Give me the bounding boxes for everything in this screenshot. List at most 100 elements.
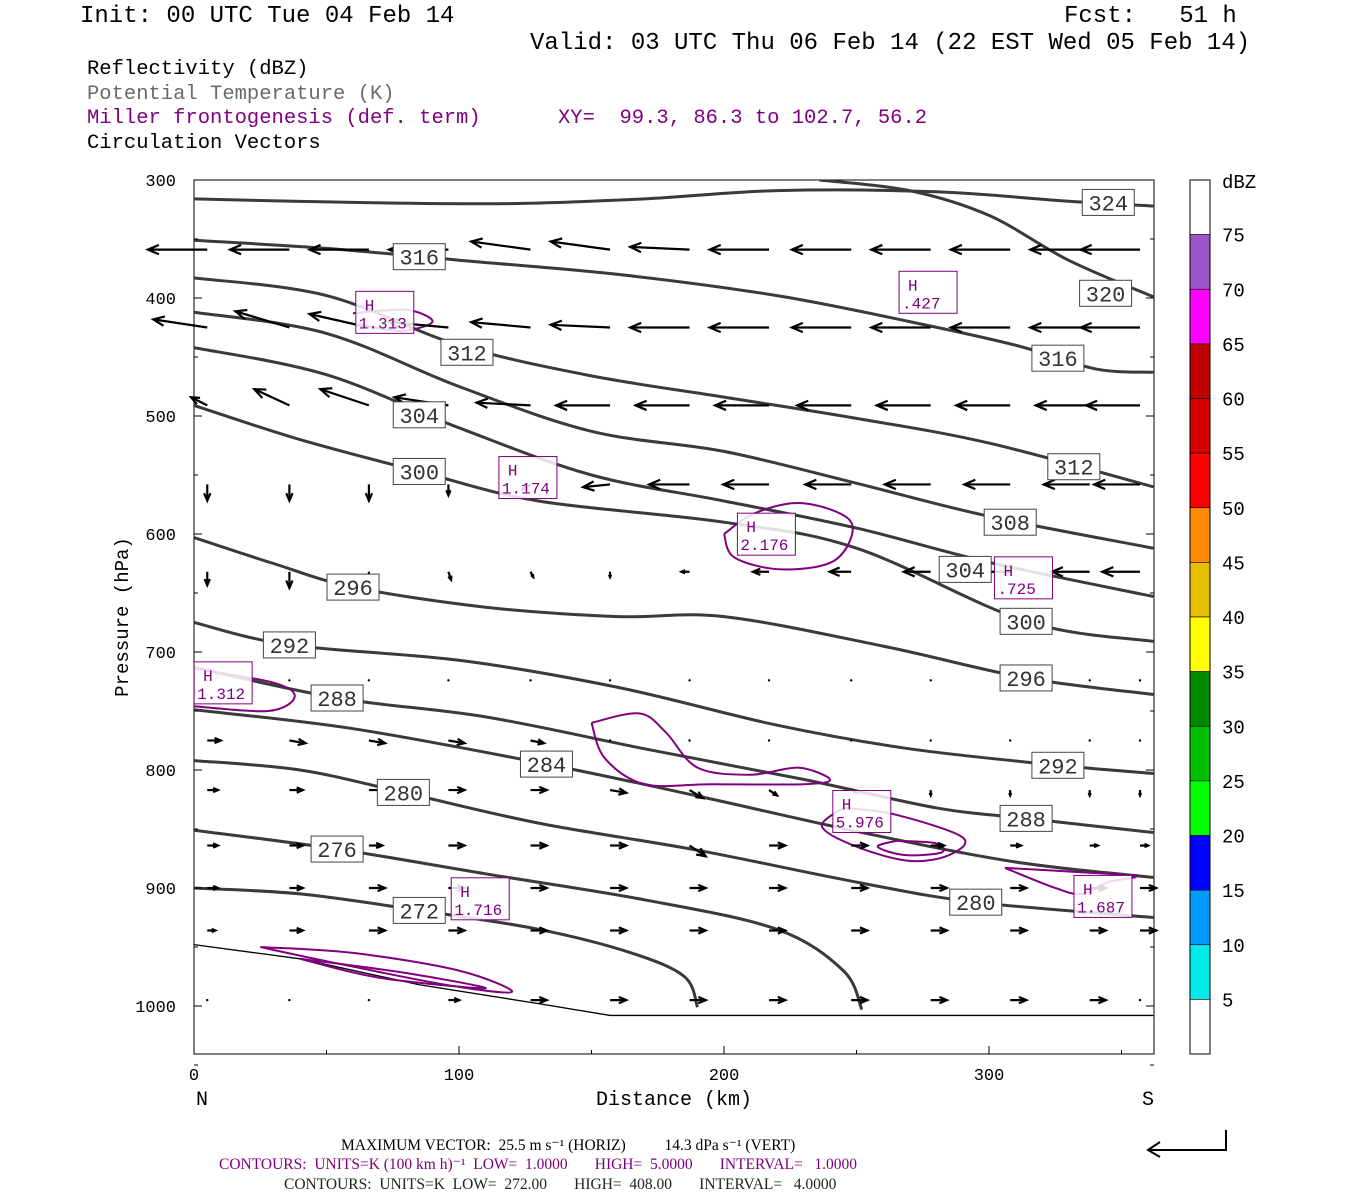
contour-label-box (392, 243, 446, 271)
y-axis-label: Pressure (hPa) (112, 537, 134, 697)
high-marker: H (746, 519, 756, 537)
contour-label: 296 (333, 577, 373, 602)
vector-arrow (1088, 679, 1091, 682)
vector-arrow (610, 883, 630, 893)
vector-arrow (769, 926, 789, 935)
vector-arrow (317, 387, 370, 407)
vector-arrow (203, 571, 211, 589)
vector-arrow (448, 737, 468, 747)
contour-label-box (1031, 751, 1085, 779)
valid-time: Valid: 03 UTC Thu 06 Feb 14 (22 EST Wed … (530, 30, 1251, 57)
vector-arrow (930, 995, 950, 1005)
colorbar-label: 15 (1222, 881, 1245, 903)
vector-arrow (947, 321, 1011, 334)
colorbar-swatch (1189, 835, 1211, 891)
vector-arrow (769, 841, 789, 850)
colorbar-swatch (1189, 725, 1211, 782)
colorbar-label: 50 (1222, 499, 1245, 521)
vector-arrow (530, 995, 550, 1005)
vector-arrow (150, 315, 208, 329)
contour-label-box (262, 631, 316, 659)
high-marker: H (842, 796, 852, 814)
contour-label-box (1079, 279, 1133, 307)
high-value: 1.174 (502, 481, 550, 499)
vector-arrow (929, 679, 932, 682)
vector-arrow (930, 883, 950, 893)
colorbar: dBZ 75 70 65 60 55 50 45 40 35 30 25 20 15 10 5 (1189, 172, 1256, 1055)
vector-arrow (207, 927, 219, 934)
vector-arrow (1138, 739, 1142, 742)
contour-label-box (1047, 453, 1101, 481)
vector-arrow (769, 883, 789, 893)
vector-arrow (447, 571, 453, 583)
contour-label-box (949, 888, 1003, 916)
colorbar-label: 35 (1222, 663, 1245, 685)
vector-arrow (227, 243, 290, 256)
contour-label: 316 (399, 247, 439, 272)
contour-label: 280 (384, 782, 424, 807)
vector-arrow (627, 241, 690, 254)
vector-arrow (1137, 790, 1143, 799)
colorbar-swatch (1189, 562, 1211, 618)
vector-arrow (1010, 883, 1030, 893)
colorbar-swatch (1189, 616, 1211, 672)
high-marker: H (460, 884, 470, 902)
vector-arrow (468, 237, 531, 251)
vector-arrow (607, 571, 613, 580)
vector-arrow (447, 679, 450, 682)
contour-label: 296 (1006, 668, 1046, 693)
cross-section-coordinates: XY= 99.3, 86.3 to 102.7, 56.2 (558, 107, 928, 130)
high-label-box (355, 290, 415, 334)
colorbar-title: dBZ (1222, 172, 1256, 194)
init-time: Init: 00 UTC Tue 04 Feb 14 (80, 3, 455, 30)
vector-arrow (720, 478, 770, 491)
frontogenesis-contour (723, 502, 854, 571)
vector-arrow (368, 926, 388, 935)
colorbar-swatch (1189, 507, 1211, 563)
x-tick-label: 0 (189, 1067, 199, 1086)
vector-arrow (285, 571, 294, 591)
vector-arrow (610, 995, 630, 1005)
vector-arrow (851, 995, 871, 1005)
vector-arrow (1089, 926, 1109, 935)
contour-label-box (376, 778, 430, 806)
vector-arrow (1040, 478, 1090, 491)
contour-label: 284 (527, 754, 567, 779)
contour-label: 300 (1006, 611, 1046, 636)
colorbar-label: 25 (1222, 772, 1245, 794)
colorbar-label: 30 (1222, 717, 1245, 739)
vector-arrow (678, 569, 690, 575)
high-marker: H (1083, 881, 1093, 899)
vector-arrow (547, 319, 611, 331)
contour-label: 288 (317, 688, 357, 713)
contour-label: 304 (945, 559, 985, 584)
vector-arrow (688, 739, 691, 742)
high-value: 2.176 (740, 537, 788, 555)
vector-arrow (689, 995, 709, 1005)
high-label-box (450, 877, 510, 921)
contour-label: 312 (1054, 457, 1094, 482)
contour-label: 324 (1088, 192, 1128, 217)
theta-contour-292 (194, 621, 1154, 775)
contour-labels: 3243203163163123123083043043003002962962… (262, 188, 1135, 925)
vector-arrow (207, 786, 221, 794)
colorbar-swatch (1189, 234, 1211, 290)
high-value: .725 (997, 581, 1035, 599)
vector-arrow (609, 787, 630, 796)
high-marker: H (365, 297, 375, 315)
contour-label-box (519, 750, 573, 778)
high-label-box (193, 661, 253, 705)
y-tick-label: 500 (145, 409, 176, 428)
vector-arrow (961, 478, 1011, 491)
vector-arrow (868, 321, 931, 334)
high-value: .427 (902, 295, 940, 313)
vector-arrow (1009, 739, 1012, 742)
contour-label-box (392, 401, 446, 429)
vector-arrow (608, 739, 612, 742)
x-tick-label: 100 (444, 1067, 475, 1086)
contour-label: 292 (1038, 755, 1078, 780)
fronto-contour-note: CONTOURS: UNITS=K (100 km h)⁻¹ LOW= 1.00… (219, 1156, 857, 1173)
vector-arrow (288, 998, 291, 1002)
vector-arrow (580, 480, 611, 492)
vector-arrow (206, 998, 209, 1002)
